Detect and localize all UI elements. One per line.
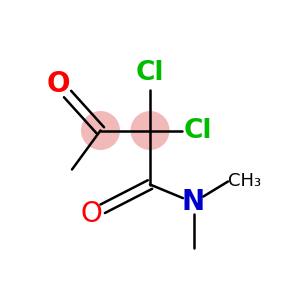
Text: O: O bbox=[81, 200, 102, 229]
Circle shape bbox=[130, 111, 170, 150]
Text: CH₃: CH₃ bbox=[228, 172, 261, 190]
Text: N: N bbox=[182, 188, 205, 217]
Circle shape bbox=[81, 111, 120, 150]
Text: O: O bbox=[47, 70, 70, 98]
Text: Cl: Cl bbox=[136, 61, 164, 86]
Text: Cl: Cl bbox=[184, 118, 212, 143]
